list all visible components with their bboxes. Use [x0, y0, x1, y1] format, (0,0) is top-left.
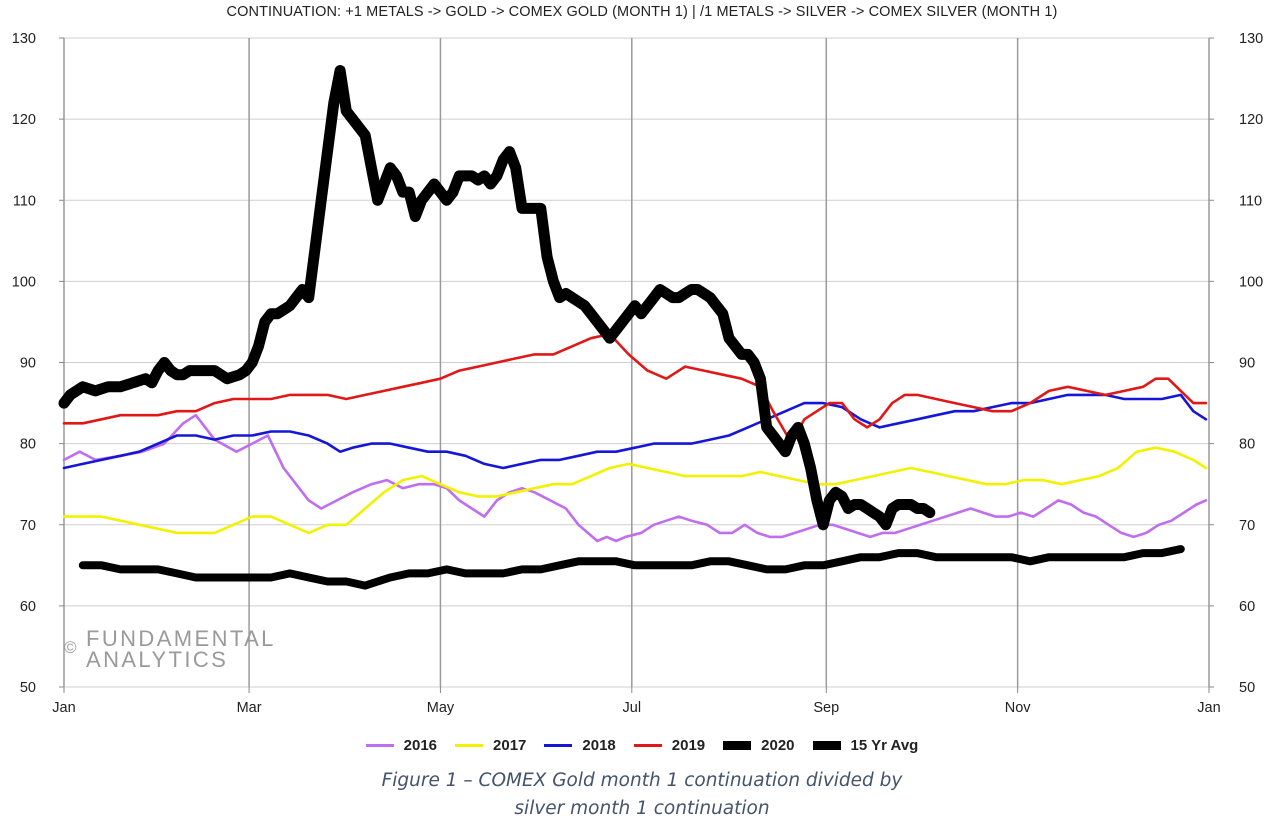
series-line-2017 [62, 446, 1208, 535]
legend-item: 2020 [723, 737, 795, 754]
x-tick-label: Jan [1197, 700, 1220, 716]
legend-swatch [455, 744, 484, 747]
x-tick-label: May [427, 700, 455, 716]
x-tick-label: Nov [1005, 700, 1032, 716]
series-lines [58, 65, 1208, 590]
x-tick-label: Jan [52, 700, 75, 716]
y-tick-label-right: 80 [1239, 437, 1255, 453]
y-tick-label-right: 100 [1239, 274, 1263, 290]
series-line-15-yr-avg [78, 545, 1185, 590]
legend-label: 2017 [493, 737, 527, 754]
series-line-2019 [62, 332, 1208, 445]
x-tick-label: Jul [623, 700, 642, 716]
y-tick-label-right: 130 [1239, 31, 1263, 47]
legend-swatch [812, 741, 841, 750]
y-tick-label-left: 120 [12, 112, 36, 128]
figure-caption: Figure 1 – COMEX Gold month 1 continuati… [0, 767, 1284, 823]
x-tick-label: Mar [237, 700, 262, 716]
watermark-line-2: ANALYTICS [86, 647, 229, 672]
y-tick-label-left: 50 [20, 680, 36, 696]
legend-item: 15 Yr Avg [812, 737, 919, 754]
legend-label: 2016 [403, 737, 438, 754]
legend-label: 2019 [671, 737, 706, 754]
legend: 2016 2017 2018 2019 2020 15 Yr Avg [0, 737, 1284, 754]
legend-item: 2018 [544, 737, 616, 754]
legend-label: 15 Yr Avg [850, 737, 919, 754]
y-tick-label-left: 110 [13, 193, 36, 209]
legend-label: 2020 [761, 737, 795, 754]
series-line-2020 [58, 65, 936, 531]
y-tick-label-left: 70 [20, 518, 36, 534]
y-tick-label-left: 100 [12, 274, 36, 290]
legend-label: 2018 [582, 737, 616, 754]
legend-item: 2016 [365, 737, 438, 754]
legend-swatch [365, 744, 394, 747]
series-line-2016 [62, 413, 1208, 543]
copyright-symbol: © [64, 638, 77, 657]
series-line-2018 [62, 393, 1208, 470]
caption-line-1: Figure 1 – COMEX Gold month 1 continuati… [381, 770, 903, 791]
watermark-line-1: FUNDAMENTAL [86, 626, 276, 651]
y-tick-label-left: 80 [20, 437, 36, 453]
y-tick-label-left: 60 [20, 599, 36, 615]
x-tick-label: Sep [813, 700, 839, 716]
y-tick-label-right: 60 [1239, 599, 1255, 615]
legend-item: 2019 [633, 737, 706, 754]
legend-swatch [544, 744, 573, 747]
y-tick-label-right: 110 [1239, 193, 1262, 209]
y-tick-label-left: 90 [20, 356, 36, 372]
caption-line-2: silver month 1 continuation [514, 798, 770, 819]
y-tick-label-left: 130 [12, 31, 36, 47]
legend-swatch [723, 741, 752, 750]
y-tick-label-right: 50 [1239, 680, 1255, 696]
axes: 50 50 60 60 70 70 80 80 90 90 100 100 110 110 120 120 13… [12, 31, 1263, 716]
legend-item: 2017 [455, 737, 526, 754]
y-tick-label-right: 90 [1239, 356, 1255, 372]
y-tick-label-right: 70 [1239, 518, 1255, 534]
legend-swatch [633, 744, 662, 747]
y-tick-label-right: 120 [1239, 112, 1263, 128]
chart-title: CONTINUATION: +1 METALS -> GOLD -> COMEX… [226, 4, 1058, 20]
